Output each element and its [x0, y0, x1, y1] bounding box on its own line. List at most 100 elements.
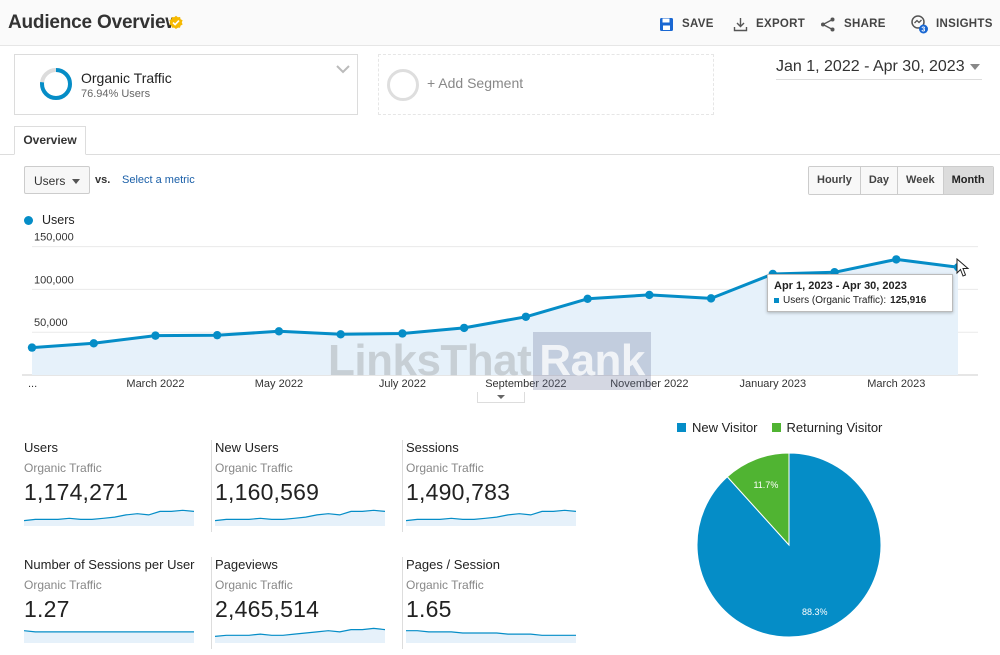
- data-point: [645, 290, 654, 300]
- segment-name: Organic Traffic: [81, 70, 172, 86]
- date-range-selector[interactable]: Jan 1, 2022 - Apr 30, 2023: [776, 58, 982, 80]
- metric-dropdown[interactable]: Users: [24, 166, 90, 194]
- sparkline-line: [406, 630, 576, 636]
- granularity-month-button[interactable]: Month: [943, 167, 993, 194]
- segment-subtitle: 76.94% Users: [81, 88, 151, 100]
- metric-name: Pages / Session: [406, 557, 500, 572]
- export-label: EXPORT: [756, 18, 806, 30]
- metric-value: 2,465,514: [215, 596, 320, 622]
- metric-segment: Organic Traffic: [406, 578, 484, 592]
- legend-swatch: [677, 423, 686, 432]
- insights-button[interactable]: 3 INSIGHTS: [910, 15, 993, 34]
- watermark-text-rank: Rank: [533, 332, 651, 390]
- tooltip-value: 125,916: [890, 295, 927, 306]
- data-point: [27, 343, 37, 352]
- chevron-down-icon[interactable]: [335, 63, 351, 75]
- export-icon: [733, 17, 748, 31]
- chart-collapse-handle[interactable]: [477, 392, 525, 403]
- metric-value: 1.65: [406, 596, 452, 622]
- tab-overview[interactable]: Overview: [14, 126, 86, 155]
- data-point: [213, 330, 222, 340]
- card-divider: [402, 557, 403, 649]
- share-label: SHARE: [844, 18, 886, 30]
- metric-value: 1,490,783: [406, 479, 511, 505]
- metric-name: Sessions: [406, 440, 459, 455]
- y-tick-label: 150,000: [34, 232, 74, 244]
- insights-badge: 3: [921, 27, 925, 34]
- vs-label: vs.: [95, 174, 111, 186]
- card-divider: [211, 440, 212, 532]
- metric-name: New Users: [215, 440, 279, 455]
- watermark-text: LinksThat: [328, 336, 532, 385]
- share-icon: [821, 17, 835, 31]
- tooltip-swatch: [774, 298, 779, 303]
- chart-tooltip: Apr 1, 2023 - Apr 30, 2023 Users (Organi…: [767, 274, 953, 312]
- tooltip-row: Users (Organic Traffic): 125,916: [774, 295, 946, 306]
- metric-segment: Organic Traffic: [24, 578, 102, 592]
- x-tick-label: May 2022: [255, 378, 303, 390]
- sparkline-line: [406, 509, 576, 522]
- save-button[interactable]: SAVE: [659, 15, 714, 33]
- metric-segment: Organic Traffic: [215, 461, 293, 475]
- add-segment-button[interactable]: + Add Segment: [378, 54, 714, 115]
- chart-area: [32, 259, 958, 375]
- x-tick-label: September 2022: [485, 378, 566, 390]
- save-icon: [660, 17, 673, 31]
- metric-sparkline: [215, 509, 385, 526]
- legend-label: Users: [42, 213, 75, 227]
- visitor-pie-chart: 88.3% 11.7%: [696, 452, 882, 638]
- data-point: [398, 329, 407, 338]
- metric-name: Users: [24, 440, 58, 455]
- metric-card: Pageviews Organic Traffic 2,465,514: [215, 557, 403, 655]
- granularity-week-button[interactable]: Week: [898, 167, 944, 194]
- tooltip-series: Users (Organic Traffic):: [783, 295, 887, 306]
- insights-icon: 3: [911, 15, 928, 34]
- caret-down-icon: [72, 179, 80, 184]
- metric-name: Pageviews: [215, 557, 278, 572]
- pie-legend: New Visitor Returning Visitor: [677, 420, 896, 435]
- x-tick-label: January 2023: [739, 378, 806, 390]
- data-point: [583, 294, 592, 303]
- select-metric-link[interactable]: Select a metric: [122, 174, 195, 186]
- sparkline-line: [215, 509, 385, 522]
- granularity-hourly-button[interactable]: Hourly: [809, 167, 861, 194]
- sparkline-line: [24, 630, 194, 633]
- card-divider: [402, 440, 403, 532]
- add-segment-ring-icon: [387, 69, 419, 101]
- tooltip-title: Apr 1, 2023 - Apr 30, 2023: [774, 280, 907, 292]
- metric-sparkline: [406, 509, 576, 526]
- data-point: [706, 294, 716, 303]
- data-point: [151, 331, 160, 340]
- tab-divider: [0, 154, 1000, 155]
- metric-value: 1.27: [24, 596, 70, 622]
- x-tick-label: July 2022: [379, 378, 426, 390]
- granularity-day-button[interactable]: Day: [860, 167, 899, 194]
- pie-slice-label: 11.7%: [753, 480, 778, 490]
- add-segment-label: + Add Segment: [427, 75, 524, 91]
- y-tick-label: 50,000: [34, 317, 68, 329]
- share-button[interactable]: SHARE: [820, 15, 886, 33]
- data-point: [459, 323, 469, 333]
- pie-legend-label: New Visitor: [692, 420, 758, 435]
- caret-down-icon: [497, 395, 505, 399]
- watermark-logo: LinksThat Rank: [328, 324, 651, 398]
- x-tick-label: March 2022: [126, 378, 184, 390]
- save-label: SAVE: [682, 18, 714, 30]
- segment-card-organic-traffic[interactable]: Organic Traffic 76.94% Users: [14, 54, 358, 115]
- x-tick-label: March 2023: [867, 378, 925, 390]
- date-range-label: Jan 1, 2022 - Apr 30, 2023: [776, 58, 965, 75]
- metric-segment: Organic Traffic: [24, 461, 102, 475]
- pie-legend-label: Returning Visitor: [786, 420, 883, 435]
- page-title: Audience Overview: [8, 12, 180, 33]
- metric-value: 1,160,569: [215, 479, 320, 505]
- export-button[interactable]: EXPORT: [733, 15, 805, 33]
- pie-legend-new-visitor: New Visitor: [677, 420, 758, 435]
- x-tick-label: November 2022: [610, 378, 688, 390]
- header-bar: Audience Overview SAVE EXPORT SHARE 3 IN…: [0, 0, 1000, 46]
- users-line-chart: 150,000 100,000 50,000... March 2022 May 202…: [22, 232, 978, 390]
- metric-card: Number of Sessions per User Organic Traff…: [24, 557, 212, 655]
- data-point: [521, 312, 531, 321]
- metric-segment: Organic Traffic: [406, 461, 484, 475]
- data-point: [336, 330, 345, 339]
- segment-ring-icon: [40, 68, 72, 100]
